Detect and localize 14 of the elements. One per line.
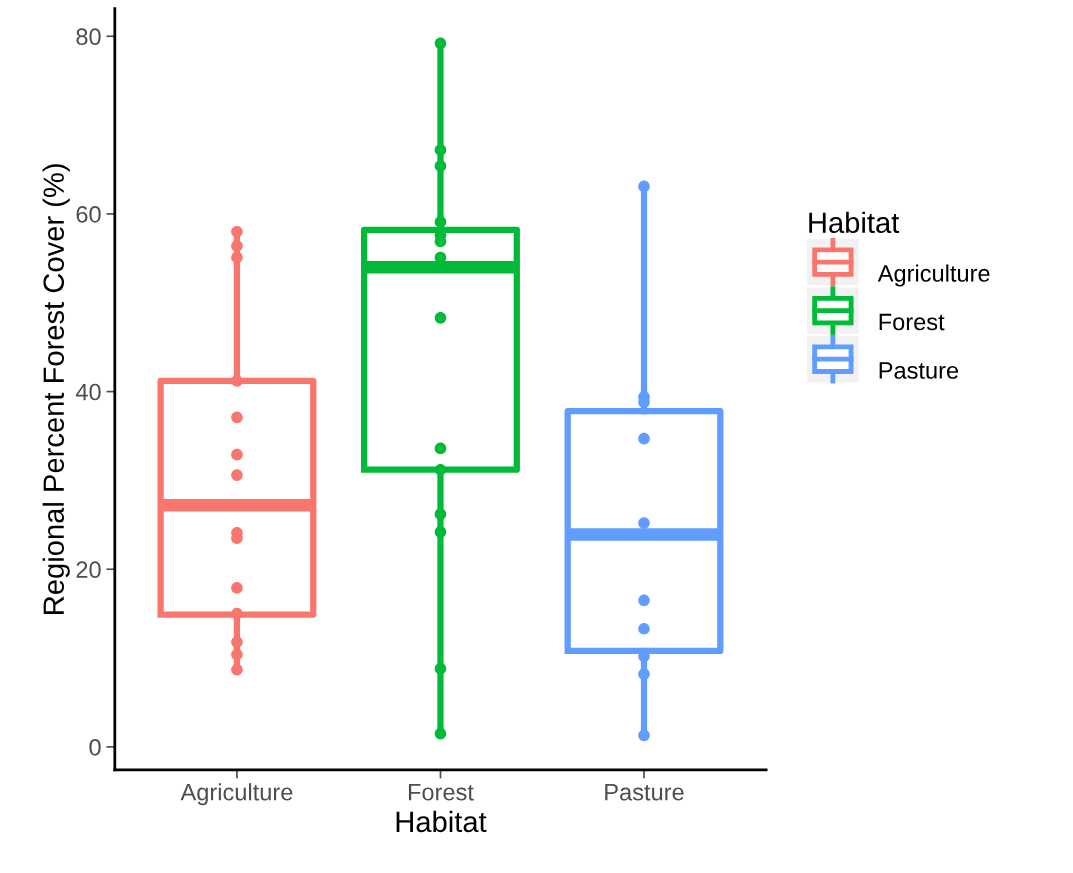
legend-label: Agriculture	[877, 264, 990, 287]
y-tick-label: 80	[76, 28, 101, 46]
legend-label: Pasture	[879, 362, 959, 379]
y-axis-title: Regional Percent Forest Cover (%)	[42, 164, 70, 614]
x-tick-label: Forest	[408, 784, 474, 801]
legend-title: Habitat	[809, 211, 900, 234]
y-tick-label: 20	[76, 561, 101, 579]
legend-label: Forest	[879, 313, 945, 331]
y-tick-label: 60	[76, 205, 101, 223]
x-tick-label: Agriculture	[180, 783, 293, 806]
x-tick-label: Pasture	[605, 784, 684, 801]
x-axis-title: Habitat	[396, 810, 487, 833]
y-tick-label: 40	[75, 383, 101, 401]
y-tick-label: 0	[89, 738, 101, 756]
